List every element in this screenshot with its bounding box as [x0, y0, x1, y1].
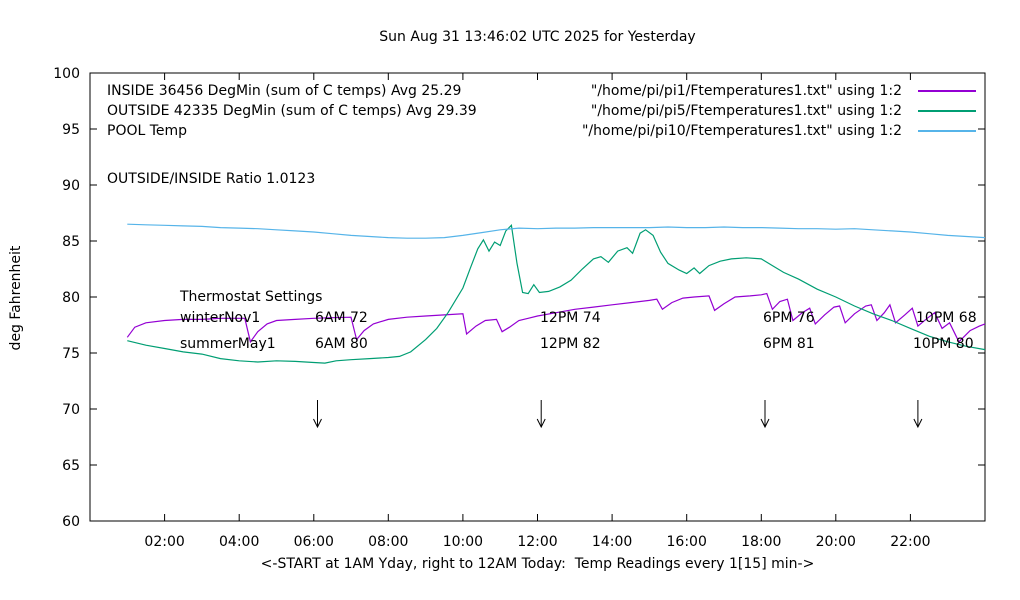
thermostat-change-arrow-icon — [313, 400, 322, 429]
y-tick-label: 80 — [62, 290, 80, 306]
series-line-outside — [127, 224, 986, 364]
thermostat-settings-title: Thermostat Settings — [180, 289, 323, 305]
x-tick-label: 12:00 — [517, 534, 557, 550]
thermostat-winter-12pm: 12PM 74 — [540, 310, 601, 326]
thermostat-change-arrow-icon — [913, 400, 923, 429]
legend-line-sample-inside — [918, 90, 976, 92]
x-tick-label: 16:00 — [667, 534, 707, 550]
thermostat-summer-12pm: 12PM 82 — [540, 336, 601, 352]
y-tick-label: 85 — [62, 234, 80, 250]
chart-title: Sun Aug 31 13:46:02 UTC 2025 for Yesterd… — [379, 29, 696, 45]
thermostat-summer-6pm: 6PM 81 — [763, 336, 815, 352]
legend-line-sample-pool — [918, 130, 976, 132]
y-axis-title: deg Fahrenheit — [8, 245, 24, 351]
thermostat-winter-6am: 6AM 72 — [315, 310, 368, 326]
x-axis-title: <-START at 1AM Yday, right to 12AM Today… — [260, 556, 815, 572]
series-line-pool — [127, 223, 986, 239]
y-tick-label: 60 — [62, 514, 80, 530]
thermostat-summer-6am: 6AM 80 — [315, 336, 368, 352]
thermostat-change-arrow-icon — [536, 400, 546, 429]
legend-label-outside: OUTSIDE 42335 DegMin (sum of C temps) Av… — [107, 103, 477, 119]
y-tick-label: 95 — [62, 122, 80, 138]
thermostat-summer-season: summerMay1 — [180, 336, 276, 352]
x-tick-label: 22:00 — [890, 534, 930, 550]
x-tick-label: 06:00 — [294, 534, 334, 550]
x-tick-label: 18:00 — [741, 534, 781, 550]
series-line-inside — [126, 292, 986, 344]
thermostat-summer-10pm: 10PM 80 — [913, 336, 974, 352]
thermostat-change-arrow-icon — [760, 400, 770, 429]
legend-label-pool: POOL Temp — [107, 123, 188, 139]
legend-line-sample-outside — [918, 110, 976, 112]
legend-file-pi10: "/home/pi/pi10/Ftemperatures1.txt" using… — [581, 123, 902, 139]
thermostat-winter-season: winterNov1 — [180, 310, 261, 326]
thermostat-winter-10pm: 10PM 68 — [916, 310, 977, 326]
legend-file-pi1: "/home/pi/pi1/Ftemperatures1.txt" using … — [590, 83, 902, 99]
legend-label-inside: INSIDE 36456 DegMin (sum of C temps) Avg… — [107, 83, 462, 99]
x-tick-label: 10:00 — [443, 534, 483, 550]
y-tick-label: 100 — [53, 66, 80, 82]
y-tick-label: 75 — [62, 346, 80, 362]
x-tick-label: 04:00 — [219, 534, 259, 550]
y-tick-label: 65 — [62, 458, 80, 474]
y-tick-label: 90 — [62, 178, 80, 194]
y-tick-label: 70 — [62, 402, 80, 418]
x-tick-label: 20:00 — [816, 534, 856, 550]
x-tick-label: 08:00 — [368, 534, 408, 550]
x-tick-label: 02:00 — [144, 534, 184, 550]
thermostat-winter-6pm: 6PM 76 — [763, 310, 815, 326]
ratio-label: OUTSIDE/INSIDE Ratio 1.0123 — [107, 171, 316, 187]
x-tick-label: 14:00 — [592, 534, 632, 550]
legend-file-pi5: "/home/pi/pi5/Ftemperatures1.txt" using … — [590, 103, 902, 119]
